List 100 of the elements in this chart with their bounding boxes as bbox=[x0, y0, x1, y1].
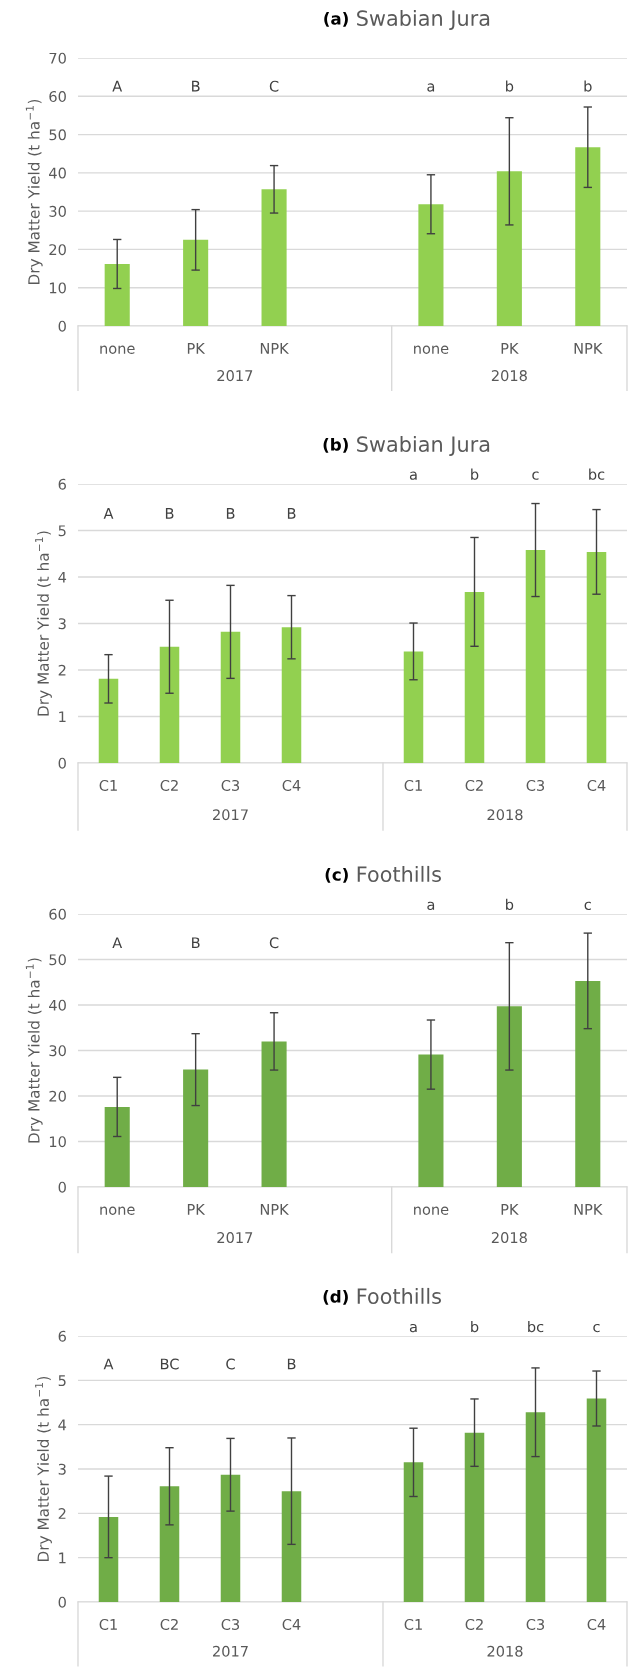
x-tick-label: none bbox=[414, 345, 449, 354]
bar bbox=[159, 646, 180, 763]
bar bbox=[261, 189, 287, 326]
y-tick-label: 3 bbox=[58, 618, 66, 630]
x-tick-label: PK bbox=[501, 1204, 519, 1215]
bar bbox=[586, 551, 607, 763]
annotation: C bbox=[269, 937, 279, 949]
x-tick-label: NPK bbox=[260, 1204, 290, 1215]
bar bbox=[281, 627, 302, 763]
text: b bbox=[471, 1320, 479, 1333]
annotation: B bbox=[165, 508, 174, 519]
bar bbox=[220, 1474, 241, 1602]
y-tick-label: 10 bbox=[49, 282, 66, 294]
y-tick-label: 0 bbox=[58, 1596, 66, 1608]
y-axis-title: Dry Matter Yield (t ha$^{−1}$) bbox=[25, 99, 43, 284]
y-tick-label: 20 bbox=[49, 244, 66, 256]
text: 2017 bbox=[213, 1645, 248, 1657]
annotation: b bbox=[506, 80, 514, 92]
x-tick-label: C2 bbox=[160, 1618, 178, 1630]
y-tick-label: 0 bbox=[58, 1181, 66, 1193]
annotation: B bbox=[192, 80, 200, 92]
bar bbox=[403, 1462, 424, 1602]
bar bbox=[575, 147, 601, 326]
text: 2018 bbox=[487, 809, 523, 821]
annotation: b bbox=[584, 80, 592, 92]
text: 2018 bbox=[491, 1232, 527, 1244]
bar bbox=[496, 1006, 522, 1187]
y-tick-label: 50 bbox=[49, 954, 66, 966]
text: c bbox=[532, 471, 539, 480]
x-tick-label: C1 bbox=[99, 779, 117, 791]
x-tick-label: PK bbox=[187, 343, 206, 354]
bar bbox=[575, 980, 601, 1187]
annotation: A bbox=[112, 937, 123, 949]
text: a bbox=[409, 471, 417, 480]
text: 2018 bbox=[487, 1645, 523, 1657]
x-tick-label: C2 bbox=[465, 779, 483, 791]
annotation: C bbox=[269, 80, 279, 92]
y-tick-label: 50 bbox=[49, 129, 66, 141]
x-tick-label: none bbox=[414, 1206, 449, 1215]
y-axis-title: Dry Matter Yield (t ha$^{−1}$) bbox=[35, 1376, 52, 1561]
y-tick-label: 2 bbox=[58, 1508, 66, 1519]
x-tick-label: C2 bbox=[465, 1618, 483, 1630]
bar bbox=[403, 651, 424, 763]
y-axis-title: Dry Matter Yield (t ha$^{−1}$) bbox=[35, 531, 52, 716]
text: bc bbox=[589, 468, 605, 480]
text: 2018 bbox=[491, 370, 527, 382]
x-tick-label: C1 bbox=[404, 1618, 422, 1630]
y-tick-label: 5 bbox=[58, 525, 66, 537]
x-tick-label: PK bbox=[187, 1204, 206, 1215]
bar bbox=[525, 1412, 546, 1602]
x-tick-label: C3 bbox=[221, 1618, 240, 1630]
x-tick-label: C2 bbox=[160, 779, 178, 791]
y-tick-label: 20 bbox=[49, 1090, 66, 1102]
chart-title: (a) Swabian Jura bbox=[324, 9, 490, 30]
y-tick-label: 70 bbox=[49, 52, 66, 64]
x-tick-label: C4 bbox=[587, 1618, 606, 1630]
text: a bbox=[427, 901, 435, 911]
bar bbox=[496, 171, 522, 326]
y-tick-label: 30 bbox=[49, 205, 66, 217]
bar bbox=[98, 678, 119, 763]
text: c bbox=[593, 1323, 600, 1333]
x-tick-label: C4 bbox=[282, 1618, 301, 1630]
y-tick-label: 4 bbox=[58, 1419, 67, 1431]
y-tick-label: 4 bbox=[58, 571, 67, 583]
chart-title: (c) Foothills bbox=[325, 865, 441, 883]
y-axis-title: Dry Matter Yield (t ha$^{−1}$) bbox=[25, 958, 43, 1143]
y-tick-label: 0 bbox=[58, 320, 66, 332]
y-tick-label: 60 bbox=[49, 91, 66, 103]
y-tick-label: 0 bbox=[58, 757, 66, 769]
text: 2017 bbox=[217, 370, 253, 382]
x-tick-label: C3 bbox=[221, 779, 240, 791]
annotation: A bbox=[103, 508, 114, 519]
y-tick-label: 6 bbox=[58, 478, 66, 490]
chart-title: (d) Foothills bbox=[323, 1287, 441, 1305]
bar bbox=[464, 591, 485, 763]
bar bbox=[464, 1432, 485, 1602]
annotation: B bbox=[192, 937, 200, 949]
text: b bbox=[471, 468, 479, 480]
annotation: BC bbox=[160, 1358, 179, 1370]
x-tick-label: C4 bbox=[587, 779, 606, 791]
x-tick-label: C1 bbox=[99, 1618, 117, 1630]
bar bbox=[586, 1398, 607, 1602]
bar bbox=[261, 1041, 287, 1187]
annotation: a bbox=[427, 83, 435, 92]
text: a bbox=[409, 1323, 417, 1333]
bar bbox=[418, 204, 444, 326]
x-tick-label: PK bbox=[501, 343, 519, 354]
bar bbox=[104, 263, 130, 326]
annotation: A bbox=[103, 1358, 114, 1370]
y-tick-label: 6 bbox=[58, 1330, 66, 1342]
y-tick-label: 40 bbox=[49, 167, 66, 179]
y-tick-label: 30 bbox=[49, 1045, 66, 1057]
x-tick-label: C1 bbox=[404, 779, 422, 791]
bar bbox=[159, 1486, 180, 1602]
x-tick-label: C4 bbox=[282, 779, 301, 791]
bar bbox=[281, 1491, 302, 1602]
x-tick-label: C3 bbox=[526, 779, 545, 791]
chart-title: (b) Swabian Jura bbox=[323, 435, 490, 456]
annotation: B bbox=[226, 508, 235, 519]
bar bbox=[104, 1106, 130, 1187]
